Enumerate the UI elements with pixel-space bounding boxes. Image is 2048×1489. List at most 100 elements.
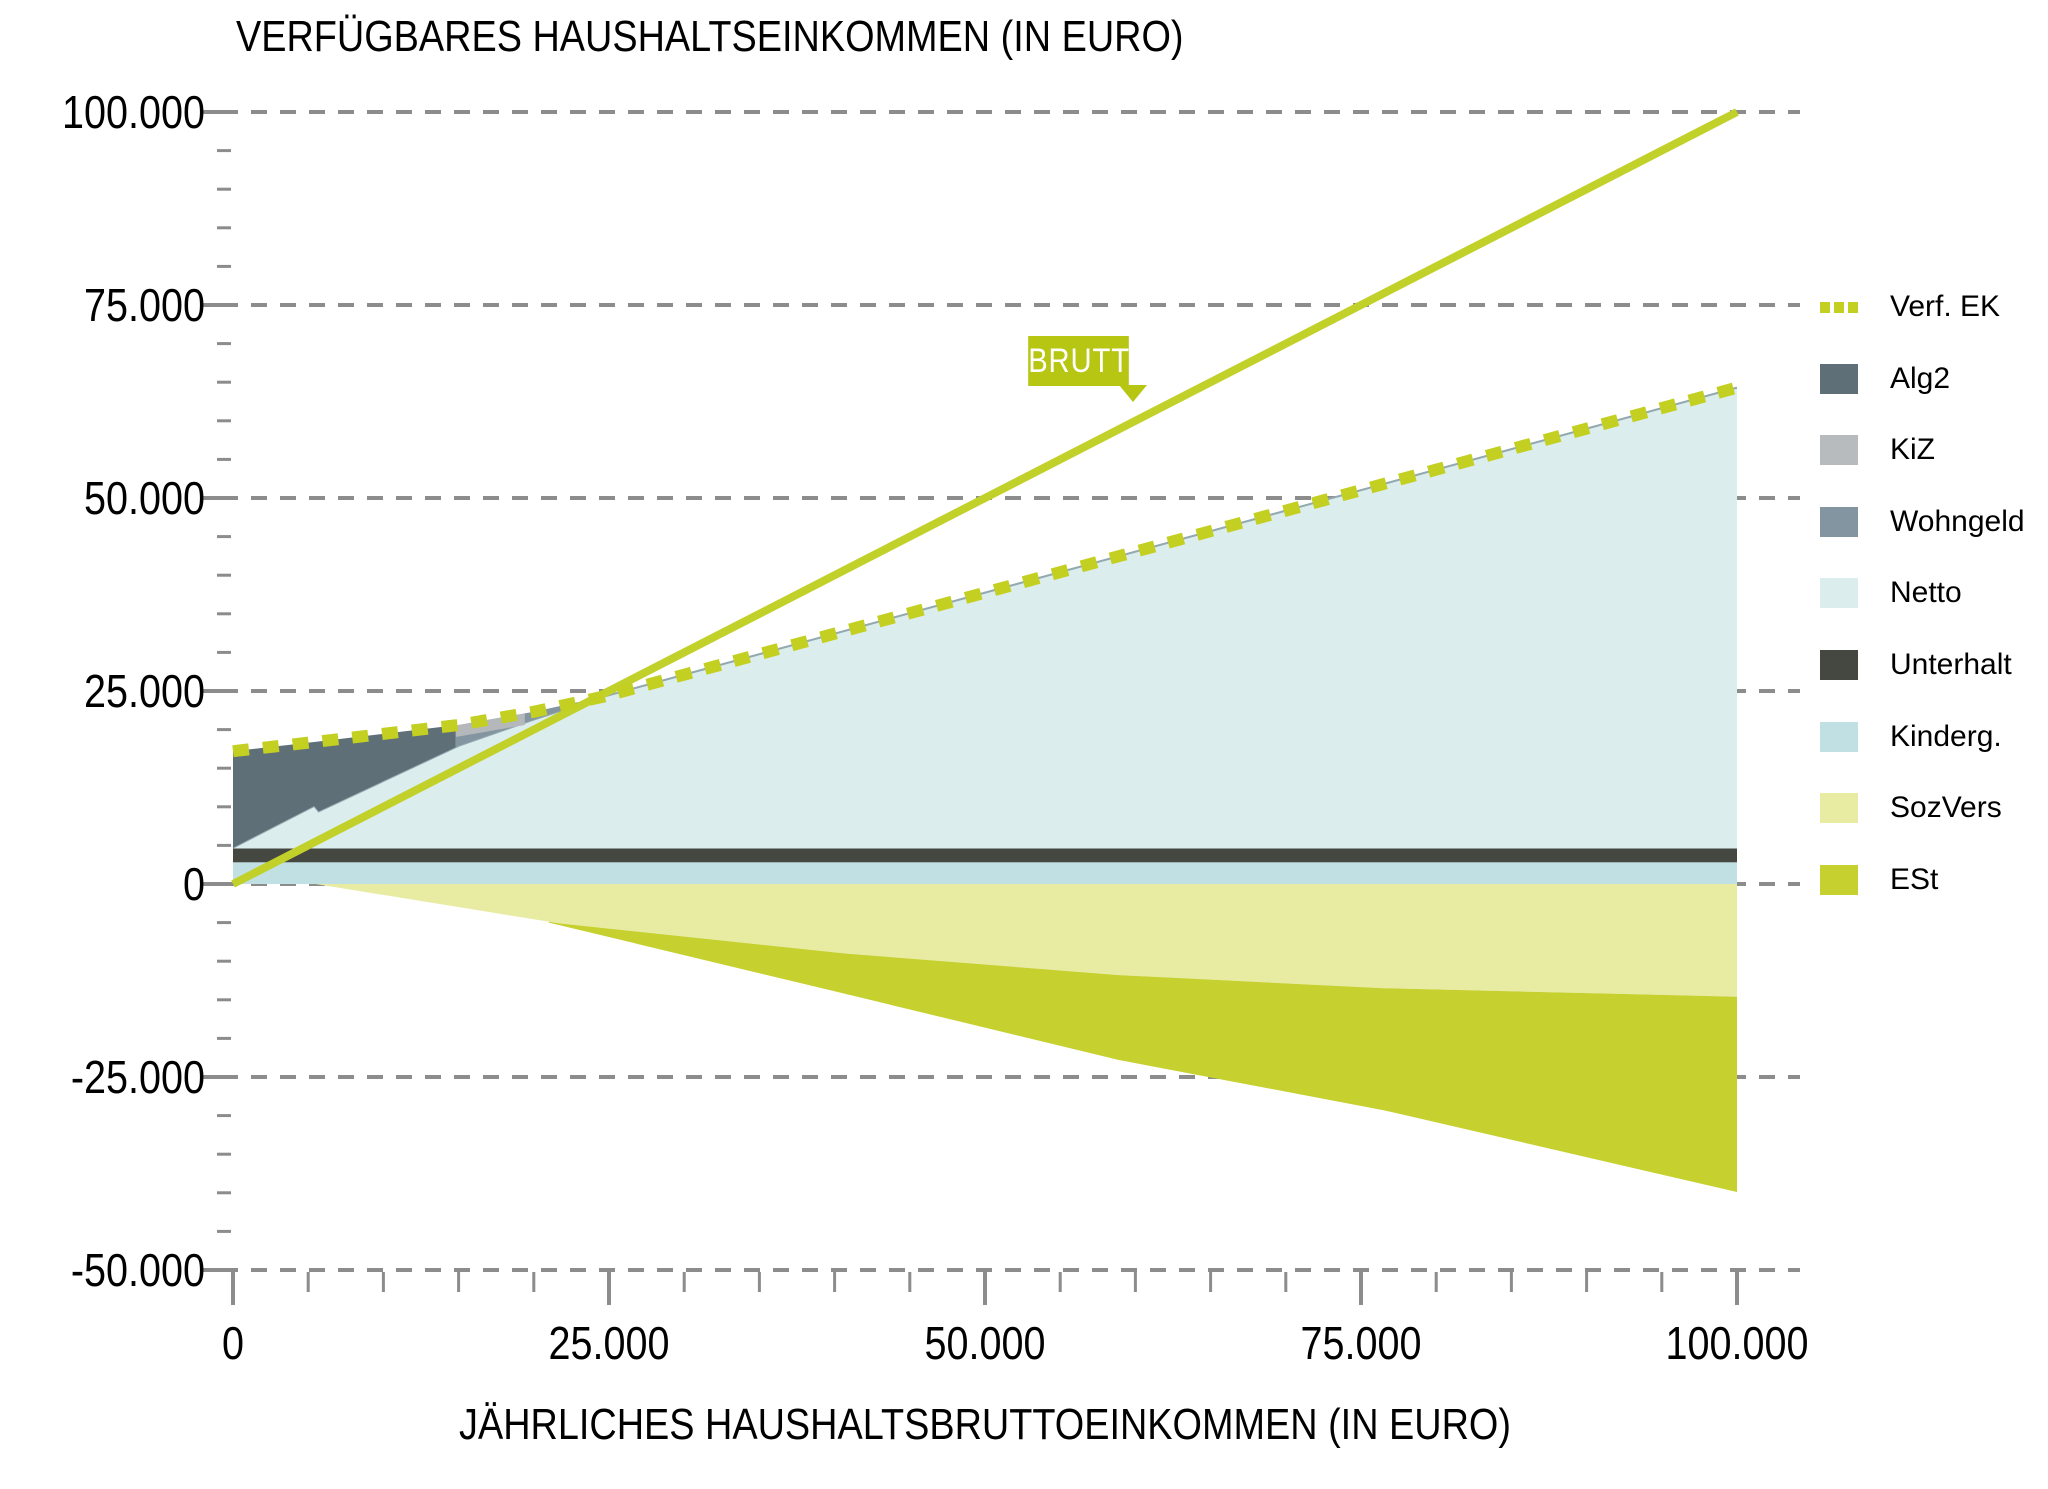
y-axis-tick-label: -25.000 [70,1051,205,1103]
legend-item-est: ESt [1820,863,1938,897]
legend-item-wohngeld: Wohngeld [1820,505,2025,539]
x-minor-tick [757,1272,761,1292]
legend-swatch-alg2 [1820,363,1858,394]
brutto-annotation: BRUTTO [1028,336,1152,386]
legend-swatch-verf_ek [1820,301,1858,313]
legend-item-sozvers: SozVers [1820,791,2002,825]
y-minor-tick [217,419,231,423]
x-major-tick [1359,1272,1363,1305]
y-major-tick [203,496,231,500]
legend-label-alg2: Alg2 [1890,361,1951,395]
area-sozvers [315,884,1738,997]
y-minor-tick [217,843,231,847]
y-minor-tick [217,650,231,654]
y-axis-tick-label: 25.000 [83,665,205,717]
legend-label-kiz: KiZ [1890,433,1935,467]
y-major-tick [203,303,231,307]
area-unterhalt [233,848,1737,863]
y-minor-tick [217,921,231,925]
area-est [548,921,1737,1192]
axis-ticks [203,110,1739,1305]
legend-item-kiz: KiZ [1820,433,1935,467]
area-kinderg [233,862,1737,884]
y-minor-tick [217,1229,231,1233]
chart-lines [231,108,1739,888]
y-axis-tick-label: 75.000 [83,279,205,331]
x-minor-tick [1058,1272,1062,1292]
x-minor-tick [1660,1272,1664,1292]
y-minor-tick [217,1114,231,1118]
y-minor-tick [217,728,231,732]
x-minor-tick [1284,1272,1288,1292]
y-minor-tick [217,535,231,539]
y-major-tick [203,882,231,886]
x-major-tick [1735,1272,1739,1305]
x-minor-tick [1209,1272,1213,1292]
chart-title: VERFÜGBARES HAUSHALTSEINKOMMEN (IN EURO) [236,12,1184,61]
y-major-tick [203,1268,231,1272]
legend: Verf. EK Alg2 KiZ Wohngeld Netto Unterhalt Kin… [1820,0,2048,1489]
y-minor-tick [217,1152,231,1156]
legend-label-wohngeld: Wohngeld [1890,504,2025,538]
x-minor-tick [457,1272,461,1292]
y-axis-tick-label: 100.000 [61,86,205,138]
x-minor-tick [306,1272,310,1292]
legend-label-kinderg: Kinderg. [1890,719,2002,753]
x-axis-tick-label: 100.000 [1665,1317,1809,1369]
y-minor-tick [217,805,231,809]
brutto-annotation-arrow [1119,385,1147,402]
legend-swatch-kinderg [1820,721,1858,752]
x-major-tick [607,1272,611,1305]
x-minor-tick [833,1272,837,1292]
y-minor-tick [217,264,231,268]
y-minor-tick [217,1036,231,1040]
y-major-tick [203,110,231,114]
x-minor-tick [682,1272,686,1292]
x-minor-tick [908,1272,912,1292]
y-major-tick [203,689,231,693]
chart-areas [232,386,1738,1192]
y-minor-tick [217,187,231,191]
y-minor-tick [217,573,231,577]
y-minor-tick [217,380,231,384]
y-axis-tick-label: -50.000 [70,1244,205,1296]
x-axis-title: JÄHRLICHES HAUSHALTSBRUTTOEINKOMMEN (IN … [459,1400,1511,1449]
y-minor-tick [217,226,231,230]
legend-label-est: ESt [1890,862,1939,896]
x-axis-tick-label: 50.000 [924,1317,1046,1369]
y-axis-tick-label: 50.000 [83,472,205,524]
x-axis-tick-label: 75.000 [1300,1317,1422,1369]
legend-label-unterhalt: Unterhalt [1890,648,2012,681]
legend-label-sozvers: SozVers [1890,791,2002,825]
x-axis-tick-label: 25.000 [548,1317,670,1369]
y-minor-tick [217,149,231,153]
area-netto [233,387,1737,884]
line-brutto [231,108,1739,888]
x-minor-tick [1133,1272,1137,1292]
x-minor-tick [1585,1272,1589,1292]
x-minor-tick [1434,1272,1438,1292]
y-minor-tick [217,612,231,616]
legend-item-unterhalt: Unterhalt [1820,648,2012,682]
line-verf_ek [232,381,1739,758]
legend-swatch-kiz [1820,435,1858,466]
legend-item-netto: Netto [1820,576,1962,610]
legend-item-verf_ek: Verf. EK [1820,290,2000,324]
x-minor-tick [532,1272,536,1292]
legend-swatch-est [1820,864,1858,895]
legend-swatch-unterhalt [1820,650,1858,680]
y-axis-tick-label: 0 [182,858,205,910]
legend-label-netto: Netto [1890,576,1962,610]
y-minor-tick [217,1191,231,1195]
x-major-tick [231,1272,235,1305]
y-minor-tick [217,457,231,461]
x-major-tick [983,1272,987,1305]
x-minor-tick [381,1272,385,1292]
legend-item-kinderg: Kinderg. [1820,720,2002,754]
y-minor-tick [217,342,231,346]
legend-item-alg2: Alg2 [1820,362,1950,396]
area-alg2 [233,725,456,848]
legend-swatch-sozvers [1820,793,1858,824]
y-minor-tick [217,998,231,1002]
